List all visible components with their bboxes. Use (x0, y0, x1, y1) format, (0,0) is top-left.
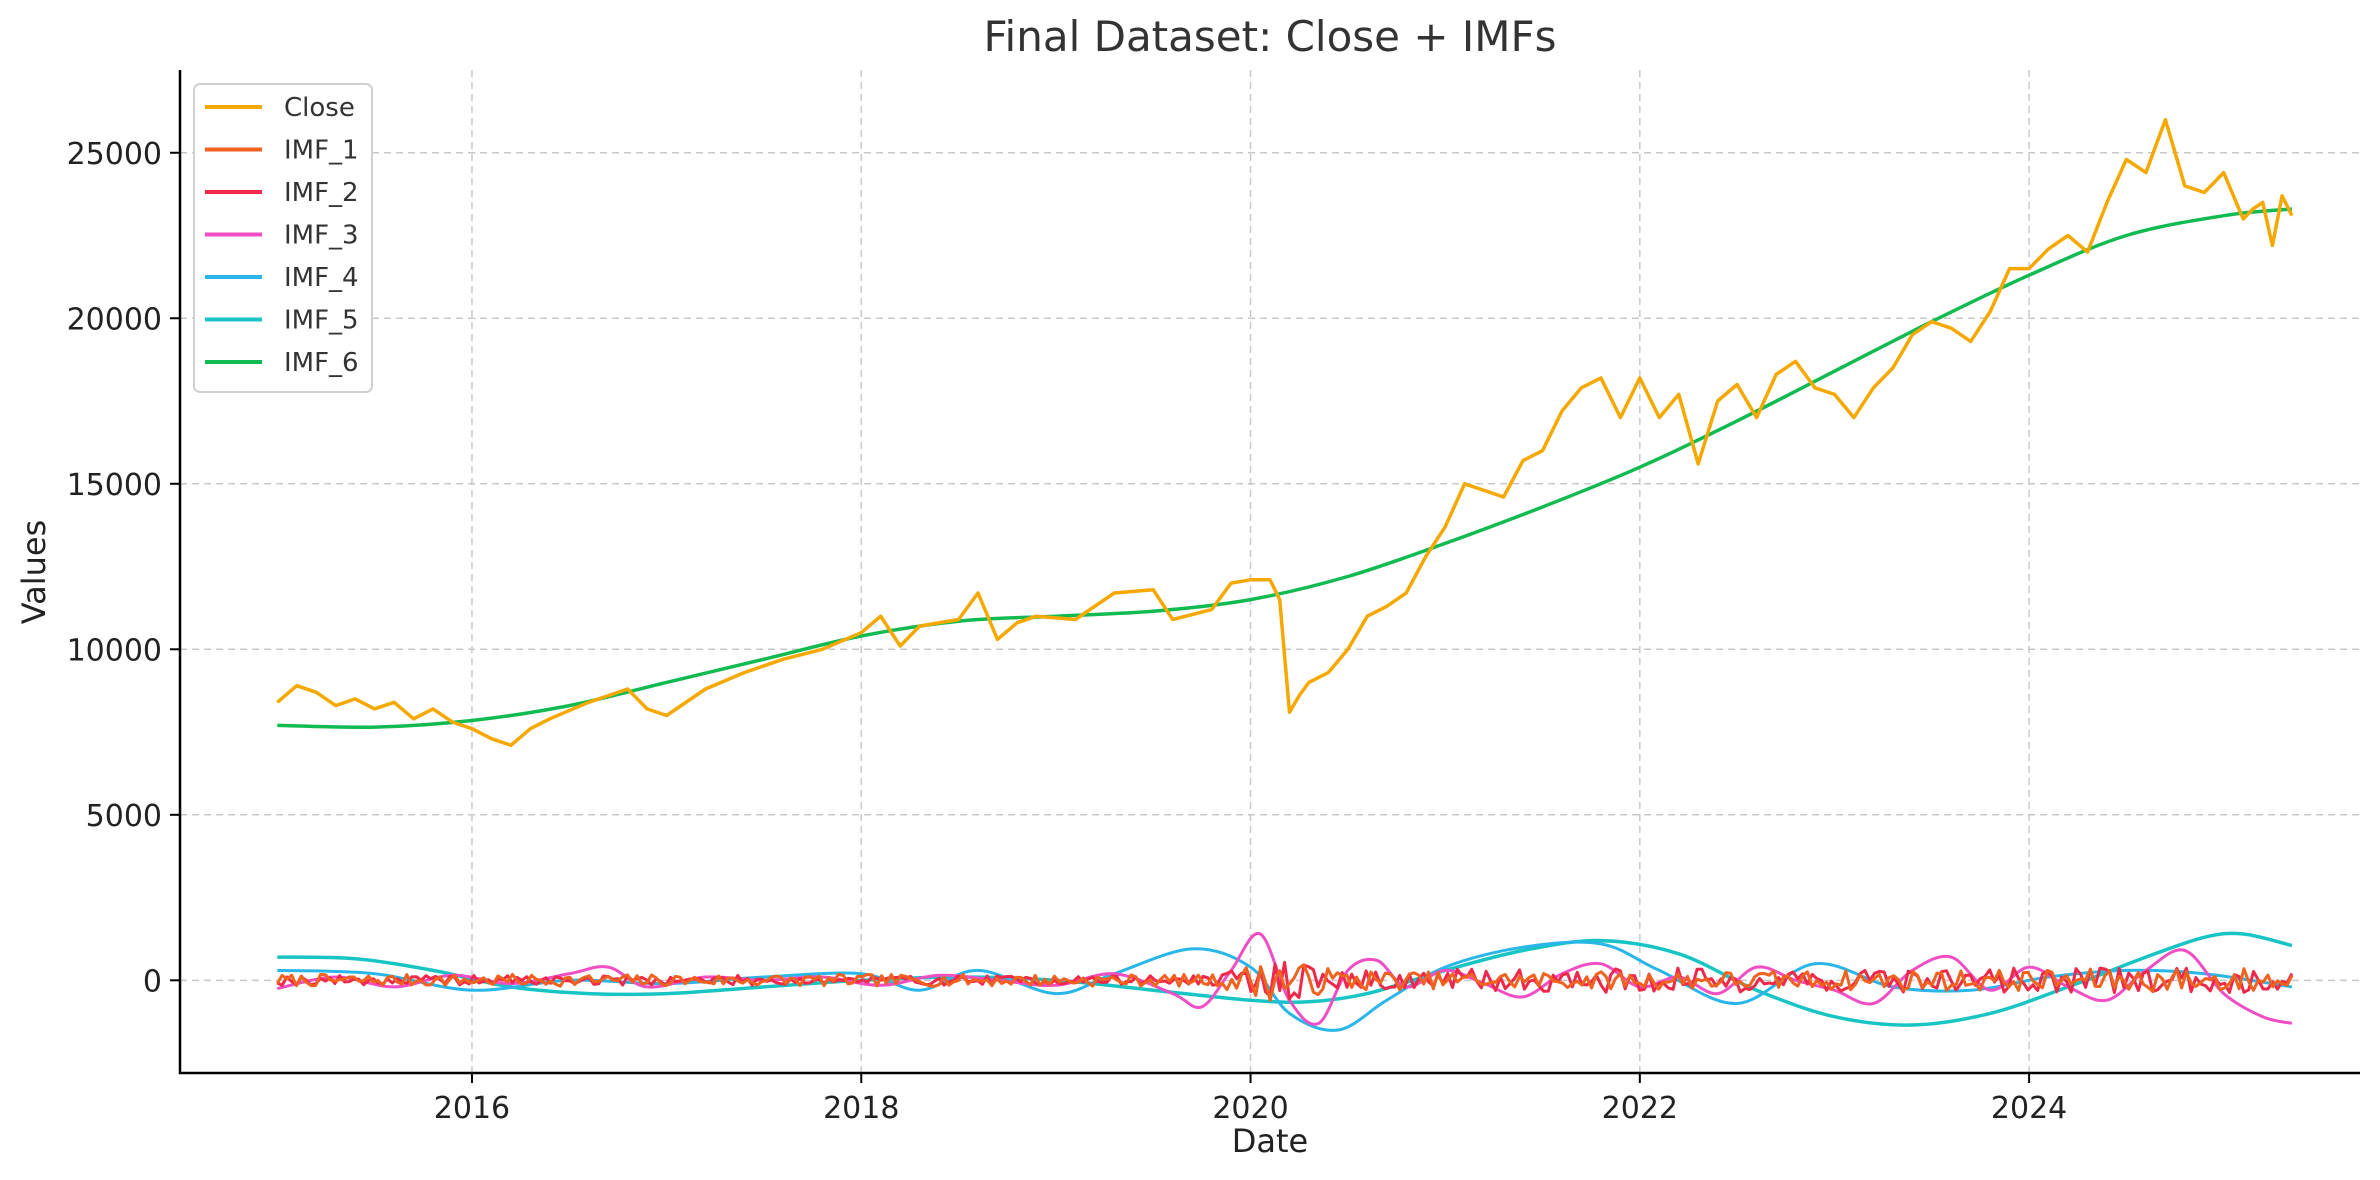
series-line-close (276, 117, 2294, 748)
legend-label: IMF_3 (284, 221, 359, 251)
legend-label: IMF_2 (284, 178, 359, 208)
legend-label: IMF_4 (284, 263, 359, 293)
y-tick-label: 10000 (67, 633, 162, 668)
series-lines (276, 117, 2294, 1032)
legend-label: Close (284, 93, 355, 123)
legend-label: IMF_6 (284, 348, 359, 378)
y-tick-label: 15000 (67, 468, 162, 503)
x-tick-label: 2020 (1212, 1091, 1288, 1126)
x-tick-label: 2024 (1991, 1091, 2067, 1126)
y-axis-label: Values (15, 520, 53, 625)
chart-title: Final Dataset: Close + IMFs (983, 12, 1556, 61)
legend-label: IMF_5 (284, 306, 359, 336)
x-tick-label: 2018 (823, 1091, 899, 1126)
y-tick-label: 25000 (67, 137, 162, 172)
legend-label: IMF_1 (284, 136, 359, 166)
x-tick-label: 2016 (434, 1091, 510, 1126)
series-line-imf-5 (277, 931, 2293, 1027)
legend-items: Close IMF_1 IMF_2 IMF_3 IMF_4 IMF_5 IMF_6 (205, 93, 359, 378)
legend-frame (193, 83, 373, 393)
y-tick-label: 20000 (67, 302, 162, 337)
y-tick-label: 0 (143, 964, 162, 999)
series-line-imf-1 (276, 963, 2294, 1002)
series-line-imf-3 (276, 932, 2293, 1026)
x-axis-ticks: 2016 2018 2020 2022 2024 (434, 1073, 2067, 1126)
grid-lines (180, 70, 2360, 1073)
y-axis-ticks: 0 5000 10000 15000 20000 25000 (67, 137, 180, 999)
x-axis-label: Date (1232, 1122, 1308, 1160)
axis-spines (178, 70, 2360, 1075)
y-tick-label: 5000 (86, 799, 162, 834)
legend: Close IMF_1 IMF_2 IMF_3 IMF_4 IMF_5 IMF_6 (193, 83, 373, 393)
x-tick-label: 2022 (1602, 1091, 1678, 1126)
